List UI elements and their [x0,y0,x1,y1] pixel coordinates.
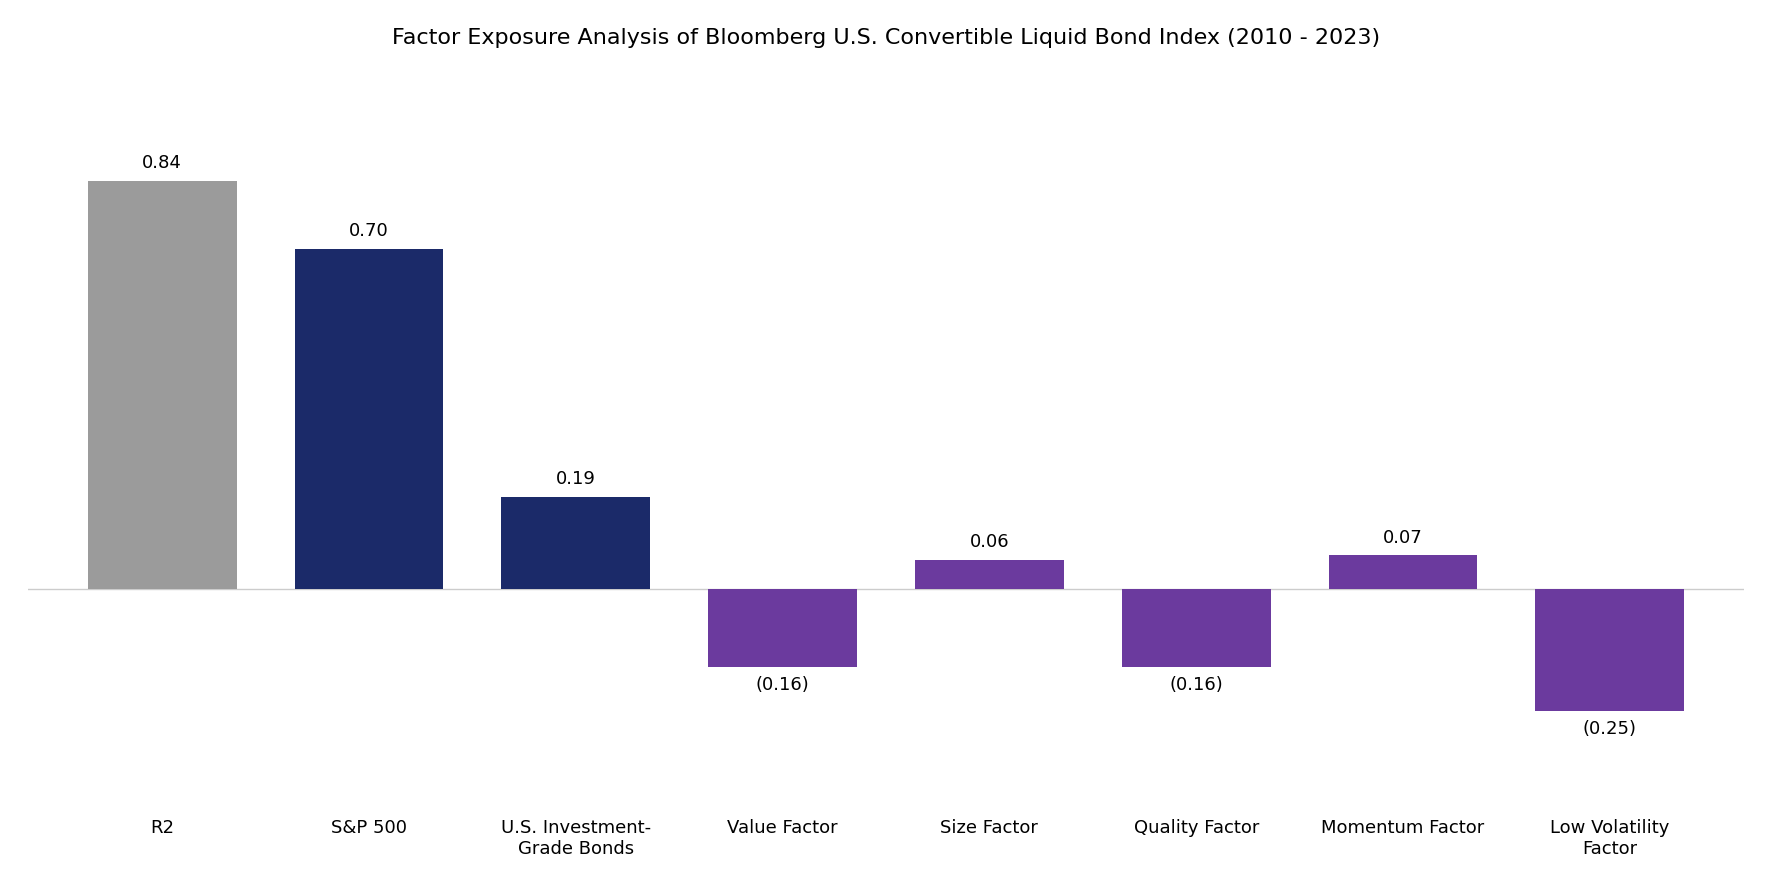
Bar [1329,556,1478,589]
Title: Factor Exposure Analysis of Bloomberg U.S. Convertible Liquid Bond Index (2010 -: Factor Exposure Analysis of Bloomberg U.… [392,27,1380,48]
Text: 0.19: 0.19 [556,470,595,488]
Bar [89,181,237,589]
Bar [294,249,443,589]
Text: (0.16): (0.16) [755,676,810,694]
Bar [501,497,650,589]
Bar [1122,589,1271,667]
Text: (0.16): (0.16) [1170,676,1223,694]
Bar [914,560,1063,589]
Text: (0.25): (0.25) [1582,719,1637,738]
Text: 0.07: 0.07 [1384,529,1423,547]
Bar [709,589,858,667]
Bar [1535,589,1683,711]
Text: 0.70: 0.70 [349,222,388,240]
Text: 0.84: 0.84 [142,154,183,172]
Text: 0.06: 0.06 [969,533,1010,551]
